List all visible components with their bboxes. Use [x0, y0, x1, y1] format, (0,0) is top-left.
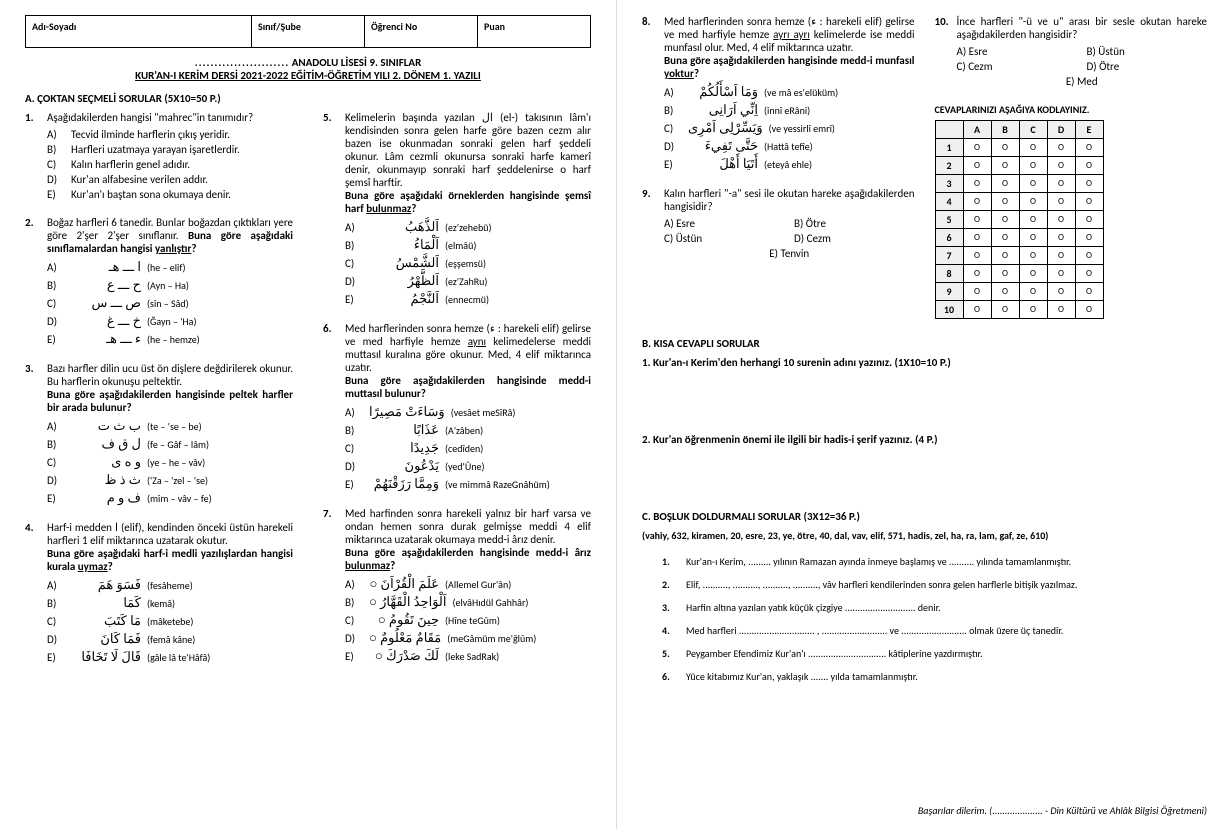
col-right: 5. Kelimelerin başında yazılan ال (el-) …	[323, 111, 591, 680]
hdr-no: Öğrenci No	[365, 16, 478, 48]
answer-grid: ABCDE 1OOOOO2OOOOO3OOOOO4OOOOO5OOOOO6OOO…	[935, 120, 1104, 319]
columns: 1. Aşağıdakilerden hangisi "mahrec"in ta…	[25, 111, 591, 680]
hdr-score: Puan	[478, 16, 591, 48]
hdr-class: Sınıf/Şube	[252, 16, 365, 48]
q5: 5. Kelimelerin başında yazılan ال (el-) …	[323, 111, 591, 308]
header-table: Adı-Soyadı Sınıf/Şube Öğrenci No Puan	[25, 15, 591, 48]
col-left: 1. Aşağıdakilerden hangisi "mahrec"in ta…	[25, 111, 293, 680]
page-left: Adı-Soyadı Sınıf/Şube Öğrenci No Puan ..…	[0, 0, 616, 829]
hdr-name: Adı-Soyadı	[26, 16, 252, 48]
q9: 9. Kalın harfleri "-a" sesi ile okutan h…	[642, 187, 915, 261]
section-b-head: B. KISA CEVAPLI SORULAR	[642, 337, 1207, 350]
b-q2: 2. Kur'an öğrenmenin önemi ile ilgili bi…	[642, 433, 1207, 446]
q4: 4. Harf-i medden ا (elif), kendinden önc…	[25, 521, 293, 666]
q6: 6. Med harflerinden sonra hemze (ء : har…	[323, 322, 591, 493]
q7: 7. Med harfinden sonra harekeli yalnız b…	[323, 507, 591, 665]
section-c-head: C. BOŞLUK DOLDURMALI SORULAR (3X12=36 P.…	[642, 510, 1207, 523]
answer-grid-block: CEVAPLARINIZI AŞAĞIYA KODLAYINIZ. ABCDE …	[935, 103, 1208, 319]
q3: 3. Bazı harfler dilin ucu üst ön dişlere…	[25, 362, 293, 507]
q1: 1. Aşağıdakilerden hangisi "mahrec"in ta…	[25, 111, 293, 202]
q8: 8. Med harflerinden sonra hemze (ء : har…	[642, 15, 915, 173]
word-bank: (vahiy, 632, kiramen, 20, esre, 23, ye, …	[642, 529, 1207, 542]
b-q1: 1. Kur'an-ı Kerim'den herhangi 10 sureni…	[642, 356, 1207, 369]
page-right: 8. Med harflerinden sonra hemze (ء : har…	[616, 0, 1232, 829]
title-line: ........................ ANADOLU LİSESİ …	[25, 56, 591, 69]
fill-list: 1.Kur'an-ı Kerim, ......... yılının Rama…	[662, 550, 1207, 688]
section-a-head: A. ÇOKTAN SEÇMELİ SORULAR (5X10=50 P.)	[25, 92, 591, 105]
q2: 2. Boğaz harfleri 6 tanedir. Bunlar boğa…	[25, 216, 293, 348]
q10: 10. İnce harfleri "-ü ve u" arası bir se…	[935, 15, 1208, 89]
footer: Başarılar dilerim. (....................…	[918, 804, 1207, 817]
subtitle: KUR'AN-I KERİM DERSİ 2021-2022 EĞİTİM-ÖĞ…	[25, 69, 591, 82]
